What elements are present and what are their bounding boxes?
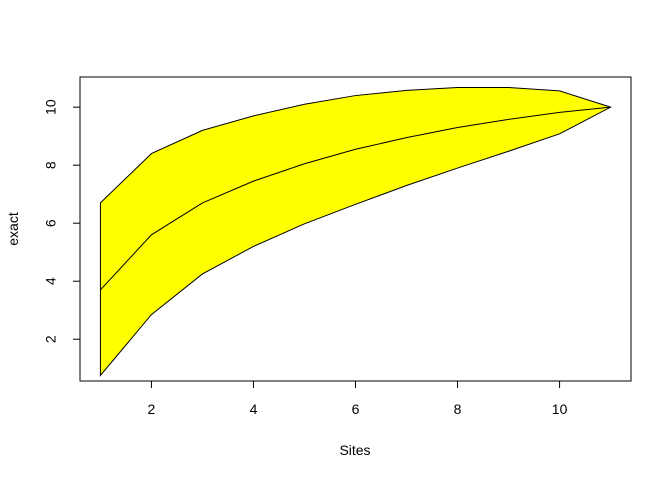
y-tick-label: 8 [43,161,59,169]
mean-line [100,106,611,291]
confidence-band [99,86,612,377]
y-tick-label: 6 [43,219,59,227]
x-tick-label: 8 [454,401,462,417]
x-tick-label: 6 [352,401,360,417]
y-tick-label: 10 [43,99,59,115]
y-axis-label: exact [5,212,21,246]
y-tick-label: 4 [43,277,59,285]
y-tick-label: 2 [43,335,59,343]
x-tick-label: 10 [552,401,568,417]
data-layer [99,86,612,377]
x-tick-label: 4 [250,401,258,417]
x-axis: 2 4 6 8 10 [148,380,568,417]
x-axis-label: Sites [339,442,370,458]
y-axis: 2 4 6 8 10 [43,99,81,343]
x-tick-label: 2 [148,401,156,417]
